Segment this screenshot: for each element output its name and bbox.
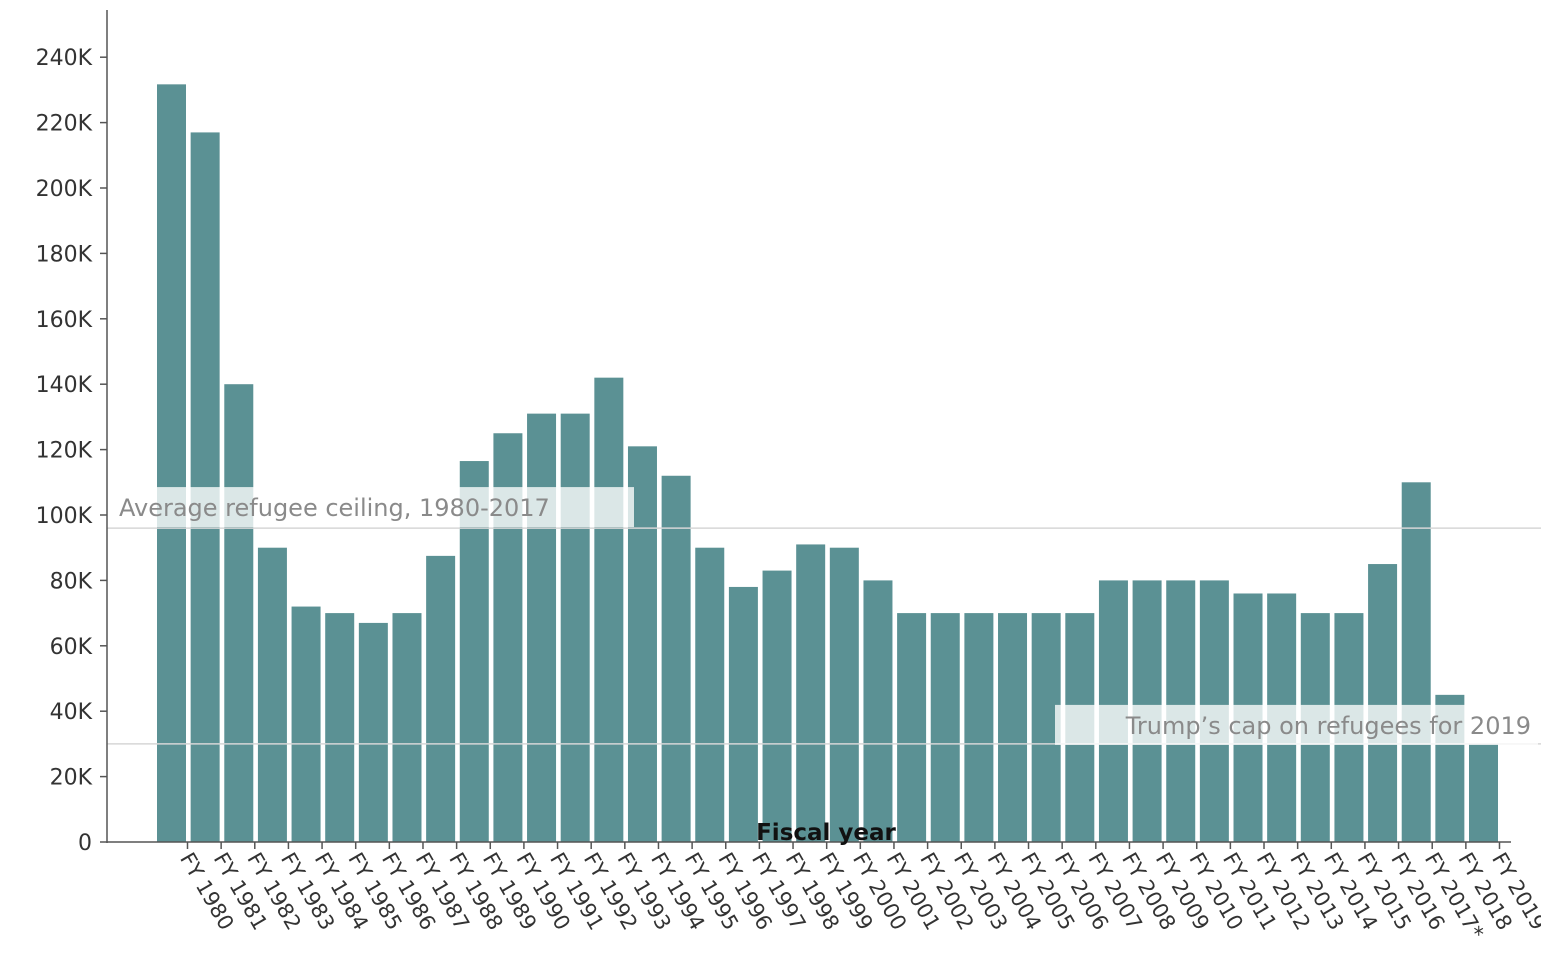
bar [291,606,321,842]
y-tick-label: 40K [50,700,93,725]
bar [930,613,960,842]
bar [863,580,893,842]
bar [257,547,287,842]
y-tick-label: 120K [36,439,93,464]
bar [695,547,725,842]
bar [325,613,355,842]
bar [829,547,859,842]
bar [964,613,994,842]
x-axis-title: Fiscal year [756,820,896,846]
reference-label-background [112,487,634,528]
y-tick-label: 180K [36,242,93,267]
reference-line-label: Average refugee ceiling, 1980-2017 [119,494,550,522]
bar [426,555,456,842]
y-tick-label: 140K [36,373,93,398]
bar [358,622,388,842]
reference-label-background [1055,704,1538,745]
bar [157,84,186,842]
reference-line-label: Trump’s cap on refugees for 2019 [1125,712,1531,740]
y-axis: 0 20K 40K 60K 80K 100K 120K 140K 160K 180K 200K 220… [36,10,108,856]
y-tick-label: 100K [36,504,93,529]
reference-lines-group: Average refugee ceiling, 1980-2017 Trump’… [107,487,1541,745]
bar [392,613,422,842]
y-tick-label: 240K [36,46,93,71]
bar [1401,482,1431,842]
y-tick-label: 160K [36,308,93,333]
bar [661,475,691,842]
y-tick-label: 60K [50,635,93,660]
bar [1469,743,1498,842]
y-tick-label: 200K [36,177,93,202]
bar [594,377,624,842]
bar [1368,564,1398,842]
y-tick-label: 0 [78,831,92,856]
bar [224,384,254,842]
bar [796,544,826,842]
y-tick-label: 80K [50,569,93,594]
bar [762,570,792,842]
bar [560,413,590,842]
bar [897,613,927,842]
y-tick-label: 220K [36,112,93,137]
y-tick-label: 20K [50,766,93,791]
bar [527,413,557,842]
bar [998,613,1028,842]
bar [728,586,758,842]
bars-group [157,84,1498,842]
